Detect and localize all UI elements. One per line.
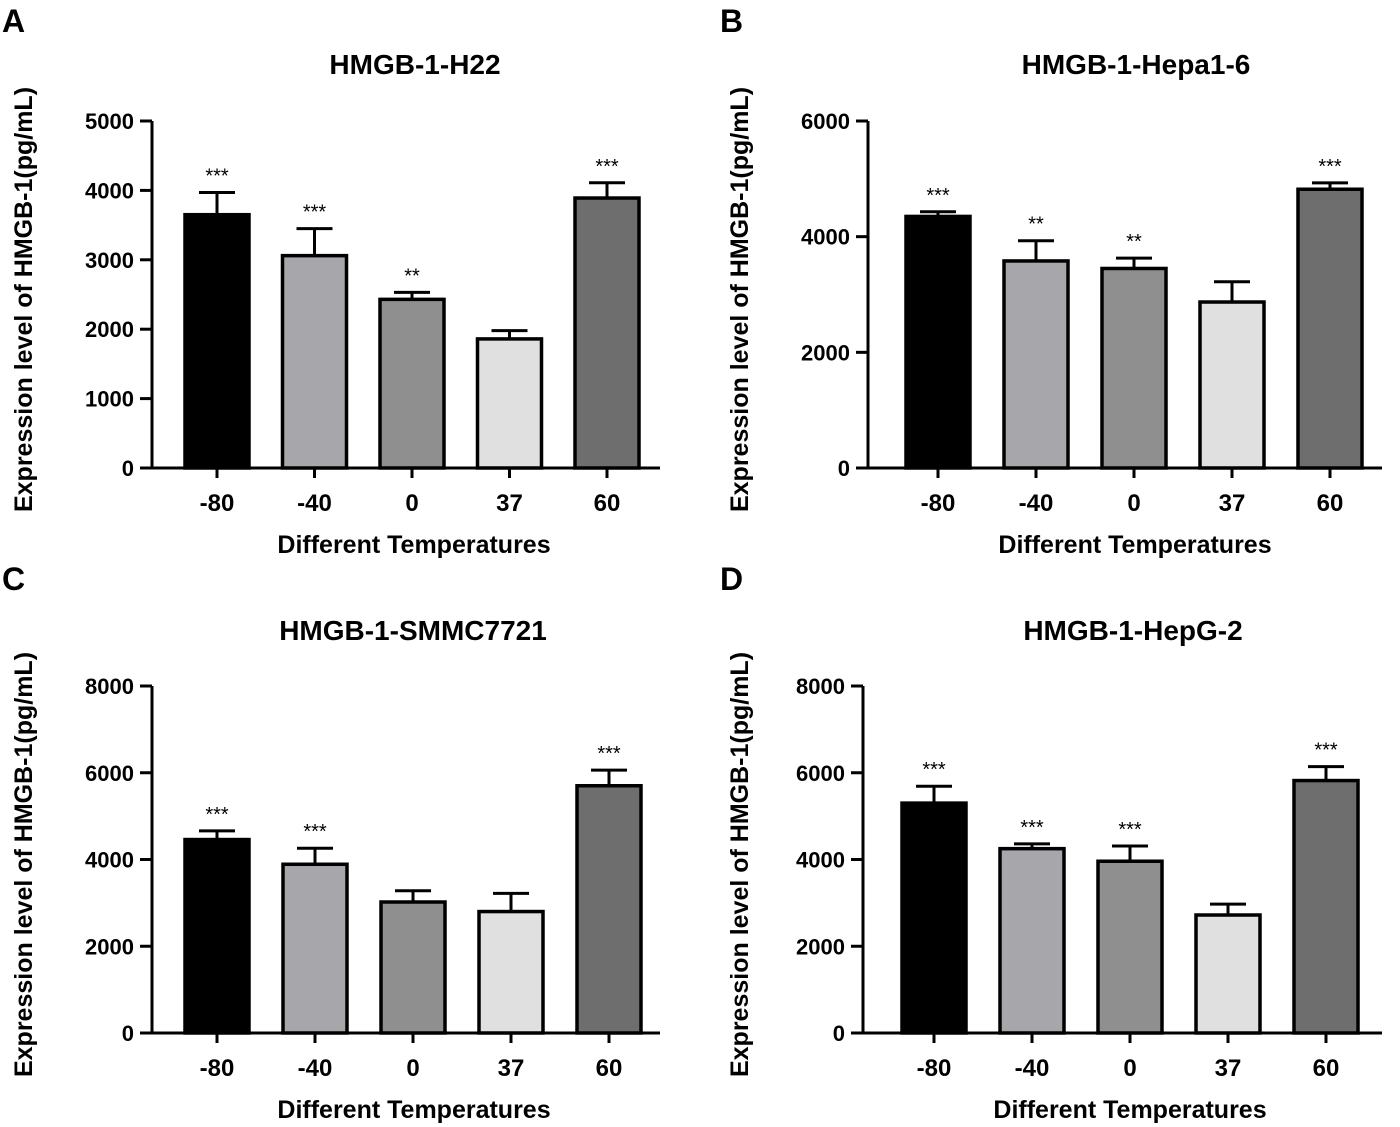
panel-letter: D <box>720 561 743 597</box>
x-tick-label: -40 <box>298 1055 333 1082</box>
x-tick-label: 37 <box>1215 1055 1242 1082</box>
x-tick-label: -80 <box>917 1055 952 1082</box>
chart-panel-d: D HMGB-1-HepG-2 0 2000 4000 6000 8000 Expressio… <box>720 561 1382 1124</box>
x-tick-label: -80 <box>200 490 235 517</box>
chart-panel-a: A HMGB-1-H22 0 1000 2000 3000 4000 5000 Expressi… <box>2 3 660 559</box>
significance-label: ** <box>404 265 420 287</box>
y-tick-label: 2000 <box>85 317 134 342</box>
significance-label: *** <box>595 156 619 178</box>
x-tick-label: -80 <box>921 490 956 517</box>
bar-0 <box>1096 859 1164 1035</box>
bar-0 <box>1100 266 1168 470</box>
y-tick-label: 0 <box>122 456 134 481</box>
y-tick-label: 8000 <box>85 674 134 699</box>
y-tick-label: 0 <box>122 1021 134 1046</box>
significance-label: *** <box>1314 740 1338 762</box>
significance-label: *** <box>922 759 946 781</box>
y-tick-label: 4000 <box>85 848 134 873</box>
x-tick-label: 0 <box>405 490 418 517</box>
y-tick-label: 6000 <box>85 761 134 786</box>
significance-label: *** <box>597 743 621 765</box>
significance-label: ** <box>1028 214 1044 236</box>
y-axis-label: Expression level of HMGB-1(pg/mL) <box>10 652 38 1077</box>
y-tick-label: 6000 <box>796 761 845 786</box>
y-tick-label: 3000 <box>85 248 134 273</box>
bar-0 <box>379 900 447 1035</box>
x-tick-label: 0 <box>406 1055 419 1082</box>
x-tick-label: 60 <box>594 490 621 517</box>
chart-title: HMGB-1-H22 <box>329 49 500 80</box>
y-tick-label: 5000 <box>85 109 134 134</box>
x-tick-label: -80 <box>200 1055 235 1082</box>
x-axis-label: Different Temperatures <box>993 1096 1266 1124</box>
bar-37 <box>1198 300 1266 470</box>
panel-letter: A <box>2 3 25 39</box>
x-tick-label: 60 <box>1317 490 1344 517</box>
bar--80 <box>183 212 251 470</box>
chart-panel-c: C HMGB-1-SMMC7721 0 2000 4000 6000 8000 Express… <box>2 561 660 1124</box>
chart-title: HMGB-1-HepG-2 <box>1023 615 1242 646</box>
significance-label: *** <box>926 185 950 207</box>
bar-60 <box>1292 778 1360 1035</box>
x-axis-label: Different Temperatures <box>277 531 550 559</box>
y-axis-label: Expression level of HMGB-1(pg/mL) <box>726 87 754 512</box>
significance-label: *** <box>205 804 229 826</box>
bar--80 <box>183 837 251 1035</box>
x-tick-label: -40 <box>1015 1055 1050 1082</box>
bar-60 <box>573 196 641 470</box>
significance-label: *** <box>1020 817 1044 839</box>
significance-label: *** <box>303 821 327 843</box>
bar-60 <box>575 784 643 1035</box>
bar-60 <box>1296 187 1364 470</box>
significance-label: *** <box>1118 819 1142 841</box>
significance-label: *** <box>205 165 229 187</box>
y-tick-label: 4000 <box>796 848 845 873</box>
bar-0 <box>378 297 446 470</box>
x-axis-label: Different Temperatures <box>998 531 1271 559</box>
x-tick-label: 37 <box>496 490 523 517</box>
y-tick-label: 0 <box>833 1021 845 1046</box>
x-tick-label: 37 <box>1219 490 1246 517</box>
x-tick-label: -40 <box>1019 490 1054 517</box>
bar-37 <box>1194 913 1262 1035</box>
x-tick-label: 0 <box>1127 490 1140 517</box>
x-tick-label: 37 <box>498 1055 525 1082</box>
chart-title: HMGB-1-Hepa1-6 <box>1022 49 1251 80</box>
bar--40 <box>280 253 349 470</box>
chart-panel-b: B HMGB-1-Hepa1-6 0 2000 4000 6000 Expression l… <box>720 3 1382 559</box>
panel-letter: B <box>720 3 743 39</box>
x-tick-label: 0 <box>1123 1055 1136 1082</box>
x-tick-label: -40 <box>297 490 332 517</box>
significance-label: *** <box>1318 156 1342 178</box>
bar--80 <box>904 214 972 470</box>
bar-37 <box>475 337 544 470</box>
bar--40 <box>1002 259 1070 470</box>
y-tick-label: 2000 <box>801 340 850 365</box>
y-tick-label: 6000 <box>801 109 850 134</box>
y-tick-label: 0 <box>838 456 850 481</box>
bar--40 <box>998 846 1066 1035</box>
panel-letter: C <box>2 561 25 597</box>
y-tick-label: 8000 <box>796 674 845 699</box>
bar--80 <box>900 801 968 1035</box>
x-tick-label: 60 <box>1313 1055 1340 1082</box>
y-tick-label: 2000 <box>796 934 845 959</box>
y-tick-label: 4000 <box>85 178 134 203</box>
y-tick-label: 1000 <box>85 387 134 412</box>
x-axis-label: Different Temperatures <box>277 1096 550 1124</box>
significance-label: *** <box>303 202 327 224</box>
y-axis-label: Expression level of HMGB-1(pg/mL) <box>10 87 38 512</box>
x-tick-label: 60 <box>596 1055 623 1082</box>
bar--40 <box>281 862 349 1035</box>
chart-title: HMGB-1-SMMC7721 <box>279 615 547 646</box>
y-axis-label: Expression level of HMGB-1(pg/mL) <box>726 652 754 1077</box>
significance-label: ** <box>1126 231 1142 253</box>
bar-37 <box>477 909 545 1035</box>
y-tick-label: 2000 <box>85 934 134 959</box>
y-tick-label: 4000 <box>801 225 850 250</box>
